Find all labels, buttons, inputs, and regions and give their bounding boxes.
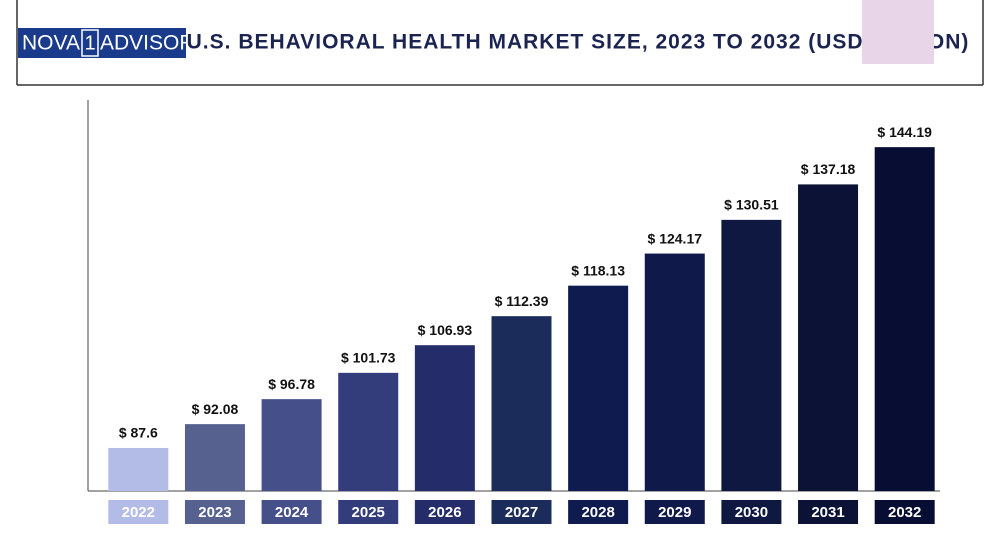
value-label: $ 137.18 xyxy=(801,161,856,177)
x-tick-label: 2030 xyxy=(735,504,768,521)
x-tick-label: 2031 xyxy=(811,504,844,521)
bar xyxy=(874,147,935,492)
watermark xyxy=(862,0,934,64)
category-box xyxy=(568,500,629,524)
bar xyxy=(261,399,322,491)
x-tick-label: 2025 xyxy=(352,504,385,521)
bar xyxy=(491,316,552,491)
bar xyxy=(798,184,859,491)
x-tick-label: 2022 xyxy=(122,504,155,521)
bar xyxy=(414,345,475,491)
category-box xyxy=(491,500,552,524)
value-label: $ 124.17 xyxy=(648,230,703,246)
category-box xyxy=(874,500,935,524)
value-label: $ 118.13 xyxy=(571,262,625,278)
chart-title: U.S. BEHAVIORAL HEALTH MARKET SIZE, 2023… xyxy=(187,31,970,54)
logo-frame xyxy=(81,29,99,57)
x-tick-label: 2027 xyxy=(505,504,538,521)
value-label: $ 87.6 xyxy=(119,425,158,441)
value-label: $ 101.73 xyxy=(341,350,396,366)
bar xyxy=(568,285,629,491)
value-label: $ 106.93 xyxy=(418,322,473,338)
category-box xyxy=(798,500,859,524)
bar xyxy=(644,253,705,491)
category-box xyxy=(108,500,169,524)
logo-box xyxy=(18,28,186,58)
logo-text: 1 xyxy=(84,32,95,54)
value-label: $ 112.39 xyxy=(495,293,549,309)
category-box xyxy=(644,500,705,524)
category-box xyxy=(414,500,475,524)
x-tick-label: 2032 xyxy=(888,504,921,521)
value-label: $ 130.51 xyxy=(724,197,779,213)
bar xyxy=(108,447,169,491)
x-tick-label: 2023 xyxy=(198,504,231,521)
bar xyxy=(338,372,399,491)
x-tick-label: 2029 xyxy=(658,504,691,521)
x-tick-label: 2028 xyxy=(581,504,614,521)
value-label: $ 92.08 xyxy=(192,401,239,417)
x-tick-label: 2026 xyxy=(428,504,461,521)
bar xyxy=(721,219,782,491)
bar xyxy=(184,424,245,491)
category-box xyxy=(184,500,245,524)
category-box xyxy=(721,500,782,524)
logo-text: NOVA xyxy=(22,32,80,55)
logo-text: ADVISOR xyxy=(100,32,195,55)
value-label: $ 144.19 xyxy=(877,124,932,140)
value-label: $ 96.78 xyxy=(268,376,315,392)
category-box xyxy=(261,500,322,524)
category-box xyxy=(338,500,399,524)
x-tick-label: 2024 xyxy=(275,504,309,521)
